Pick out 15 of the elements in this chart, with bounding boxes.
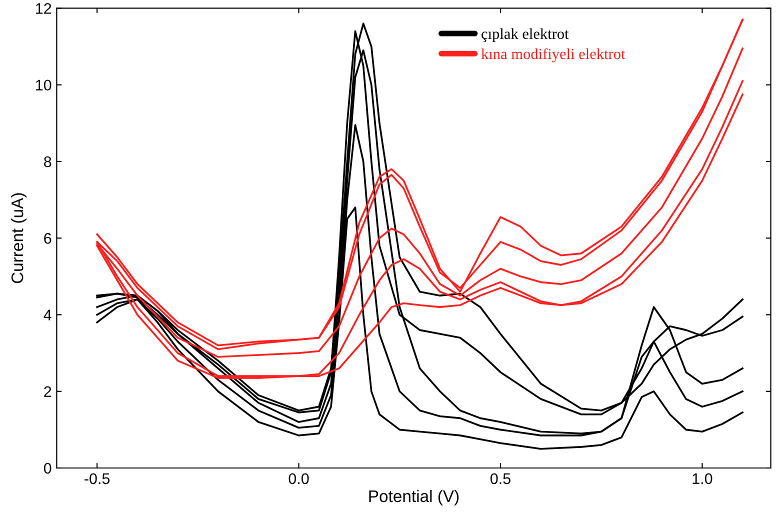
x-tick-label: 0.0 (288, 473, 309, 484)
legend-label: çıplak elektrot (482, 28, 569, 42)
x-tick-label: 1.0 (692, 473, 712, 484)
y-tick-label: 0 (44, 462, 52, 474)
x-tick-label: -0.5 (84, 473, 110, 484)
y-axis-title: Current (uA) (11, 193, 27, 284)
y-tick-label: 6 (44, 232, 52, 244)
x-axis-title: Potential (V) (369, 490, 459, 506)
y-tick-label: 10 (36, 80, 52, 91)
legend-label: kına modifiyeli elektrot (481, 48, 626, 62)
y-tick-label: 4 (44, 310, 52, 320)
y-tick-label: 8 (44, 156, 52, 168)
x-tick-label: 0.5 (490, 473, 510, 484)
y-tick-label: 2 (44, 386, 52, 397)
y-tick-label: 12 (36, 3, 52, 14)
